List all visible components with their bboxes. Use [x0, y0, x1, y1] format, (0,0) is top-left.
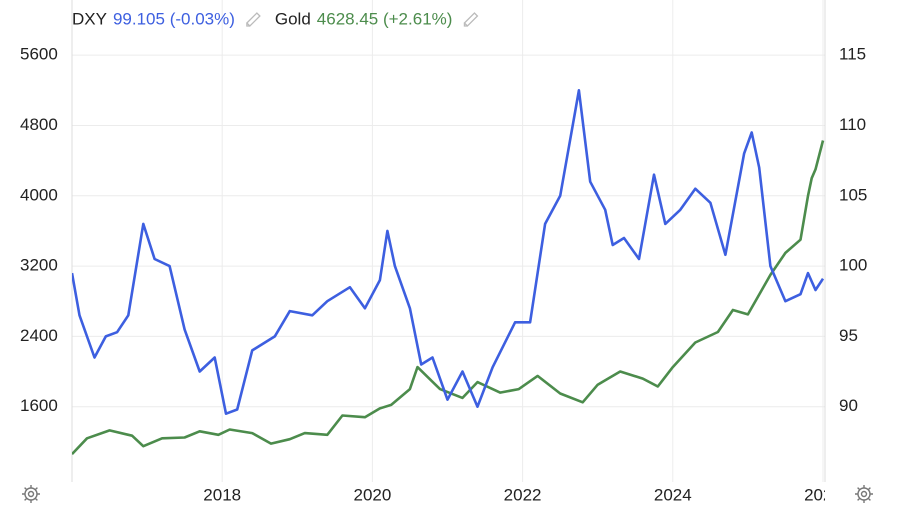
- y-tick-label: 2400: [20, 326, 58, 345]
- y2-tick-label: 115: [839, 45, 866, 64]
- x-tick-label: 2020: [353, 485, 391, 504]
- x-tick-label: 2024: [654, 485, 692, 504]
- x-tick-label: 2018: [203, 485, 241, 504]
- x-tick-label: 2026: [804, 485, 842, 504]
- y2-tick-label: 95: [839, 326, 858, 345]
- y-tick-label: 3200: [20, 256, 58, 275]
- edit-icon[interactable]: [245, 12, 261, 27]
- settings-icon[interactable]: [22, 485, 40, 503]
- series-line: [72, 140, 825, 455]
- y-tick-label: 1600: [20, 396, 58, 415]
- y-tick-label: 4000: [20, 185, 58, 204]
- y2-tick-label: 110: [839, 115, 866, 134]
- legend-name: DXY: [72, 9, 107, 28]
- y2-tick-label: 100: [839, 256, 867, 275]
- y2-tick-label: 105: [839, 185, 867, 204]
- edit-icon[interactable]: [463, 12, 479, 27]
- legend: DXY 99.105 (-0.03%) Gold 4628.45 (+2.61%…: [72, 9, 479, 28]
- series-line: [72, 89, 825, 415]
- legend-name: Gold: [275, 9, 311, 28]
- y2-tick-label: 90: [839, 396, 858, 415]
- y-tick-label: 5600: [20, 45, 58, 64]
- legend-value: 4628.45 (+2.61%): [317, 9, 453, 28]
- x-tick-label: 2022: [504, 485, 542, 504]
- y-tick-label: 4800: [20, 115, 58, 134]
- settings-icon[interactable]: [855, 485, 873, 503]
- legend-value: 99.105 (-0.03%): [113, 9, 235, 28]
